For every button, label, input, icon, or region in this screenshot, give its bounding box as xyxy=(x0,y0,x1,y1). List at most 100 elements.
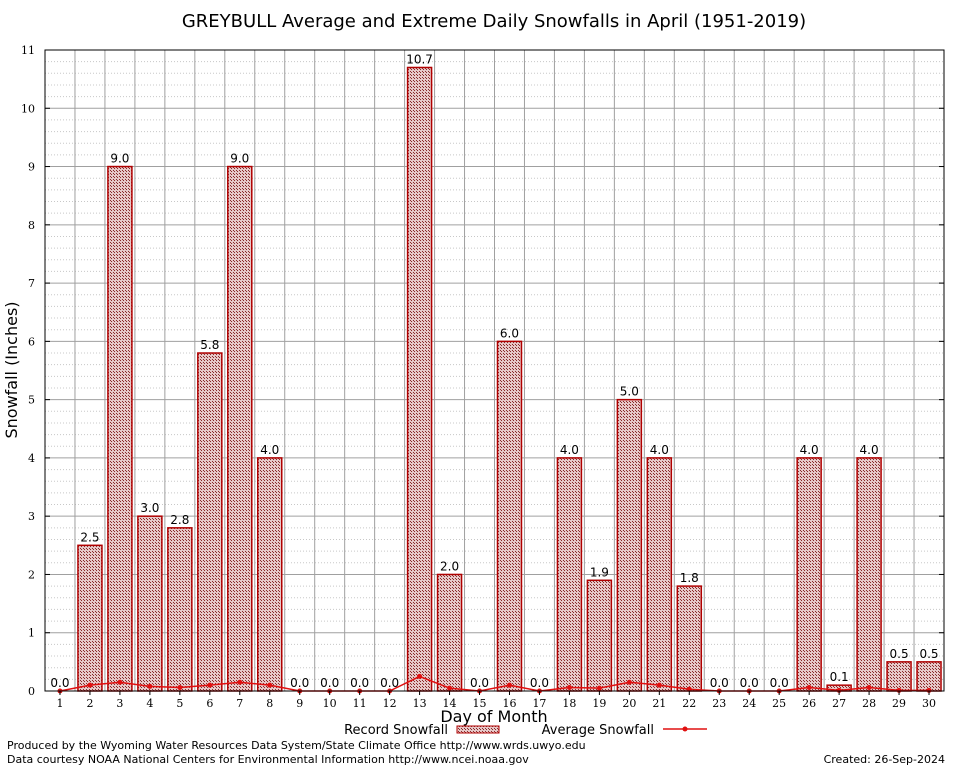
chart-title: GREYBULL Average and Extreme Daily Snowf… xyxy=(182,11,806,32)
y-tick-label: 7 xyxy=(28,277,35,290)
record-bar xyxy=(167,527,193,692)
record-bar-label: 4.0 xyxy=(650,443,669,457)
x-tick-label: 19 xyxy=(592,697,606,710)
x-tick-label: 20 xyxy=(622,697,636,710)
average-point xyxy=(896,687,902,693)
record-bar-label: 0.0 xyxy=(710,676,729,690)
record-bar xyxy=(676,585,703,692)
x-tick-label: 14 xyxy=(443,697,457,710)
y-tick-label: 3 xyxy=(28,510,35,523)
y-tick-label: 8 xyxy=(28,219,35,232)
y-tick-label: 11 xyxy=(21,44,35,57)
average-point xyxy=(506,682,512,688)
record-bar xyxy=(916,661,942,692)
average-line xyxy=(59,675,930,692)
record-bar-label: 0.0 xyxy=(470,676,489,690)
average-point xyxy=(926,687,932,693)
record-bar xyxy=(197,352,223,692)
x-tick-label: 30 xyxy=(922,697,936,710)
legend-record-label: Record Snowfall xyxy=(344,723,448,738)
x-tick-label: 5 xyxy=(176,697,183,710)
x-tick-label: 27 xyxy=(832,697,846,710)
record-bar xyxy=(796,457,822,692)
record-bar-label: 0.0 xyxy=(380,676,399,690)
record-bar xyxy=(406,66,433,692)
legend-average-label: Average Snowfall xyxy=(542,723,654,738)
x-tick-label: 9 xyxy=(296,697,303,710)
record-bar-label: 9.0 xyxy=(110,152,129,166)
x-tick-label: 1 xyxy=(56,697,63,710)
record-bar xyxy=(137,515,163,692)
x-tick-label: 3 xyxy=(116,697,123,710)
record-bar-label: 1.8 xyxy=(680,571,699,585)
record-bar xyxy=(886,661,912,692)
x-tick-label: 4 xyxy=(146,697,153,710)
x-tick-label: 12 xyxy=(383,697,397,710)
record-bar-label: 4.0 xyxy=(560,443,579,457)
record-bar xyxy=(227,165,253,692)
x-tick-label: 18 xyxy=(562,697,576,710)
x-tick-label: 15 xyxy=(473,697,487,710)
y-tick-label: 2 xyxy=(28,568,35,581)
record-bar-label: 2.8 xyxy=(170,513,189,527)
record-bar-label: 0.0 xyxy=(350,676,369,690)
average-point xyxy=(147,683,153,689)
y-tick-label: 9 xyxy=(28,161,35,174)
record-snowfall-bars: 0.0 2.5 9.0 3.0 2.8 5.8 9.0 4.0 0.0 0.0 0.0 0.0 10.7… xyxy=(50,52,942,692)
x-tick-label: 2 xyxy=(86,697,93,710)
record-bar-label: 6.0 xyxy=(500,326,519,340)
average-point xyxy=(866,685,872,691)
x-tick-label: 16 xyxy=(502,697,516,710)
record-bar-label: 0.0 xyxy=(290,676,309,690)
footer-data-courtesy: Data courtesy NOAA National Centers for … xyxy=(7,753,529,766)
x-tick-label: 6 xyxy=(206,697,213,710)
record-bar-label: 0.0 xyxy=(770,676,789,690)
legend: Record Snowfall Average Snowfall xyxy=(344,723,707,738)
record-bar xyxy=(556,457,583,692)
record-bar xyxy=(586,579,613,692)
record-bar-label: 0.0 xyxy=(740,676,759,690)
y-tick-label: 4 xyxy=(28,452,35,465)
x-tick-label: 23 xyxy=(712,697,726,710)
average-point xyxy=(87,682,93,688)
x-tick-label: 24 xyxy=(742,697,756,710)
x-tick-label: 10 xyxy=(323,697,337,710)
average-point xyxy=(656,682,662,688)
record-bar-label: 4.0 xyxy=(260,443,279,457)
record-bar-label: 0.5 xyxy=(890,647,909,661)
record-bar-label: 5.8 xyxy=(200,338,219,352)
x-tick-label: 8 xyxy=(266,697,273,710)
record-bar-label: 0.5 xyxy=(919,647,938,661)
x-tick-label: 22 xyxy=(682,697,696,710)
footer-produced-by: Produced by the Wyoming Water Resources … xyxy=(7,739,586,752)
average-point xyxy=(117,679,123,685)
record-bar-label: 4.0 xyxy=(860,443,879,457)
record-bar xyxy=(257,457,283,692)
record-bar-label: 0.0 xyxy=(530,676,549,690)
average-point xyxy=(267,682,273,688)
record-bar xyxy=(107,165,133,692)
record-bar xyxy=(436,573,463,692)
record-bar-label: 3.0 xyxy=(140,501,159,515)
average-point xyxy=(447,685,453,691)
record-bar xyxy=(616,398,643,692)
record-bar xyxy=(77,544,103,692)
record-bar-label: 10.7 xyxy=(406,52,433,66)
average-point xyxy=(177,685,183,691)
average-snowfall-line xyxy=(57,673,932,694)
x-tick-label: 25 xyxy=(772,697,786,710)
average-point xyxy=(836,687,842,693)
x-axis-label: Day of Month xyxy=(440,707,547,726)
y-tick-label: 0 xyxy=(28,685,35,698)
y-tick-label: 6 xyxy=(28,335,35,348)
record-bar-label: 0.0 xyxy=(50,676,69,690)
record-bar-label: 9.0 xyxy=(230,152,249,166)
record-bar xyxy=(496,340,523,692)
y-tick-label: 10 xyxy=(21,102,35,115)
record-bar xyxy=(646,457,673,692)
average-point xyxy=(237,679,243,685)
x-tick-label: 21 xyxy=(652,697,666,710)
legend-record-swatch xyxy=(456,725,500,734)
